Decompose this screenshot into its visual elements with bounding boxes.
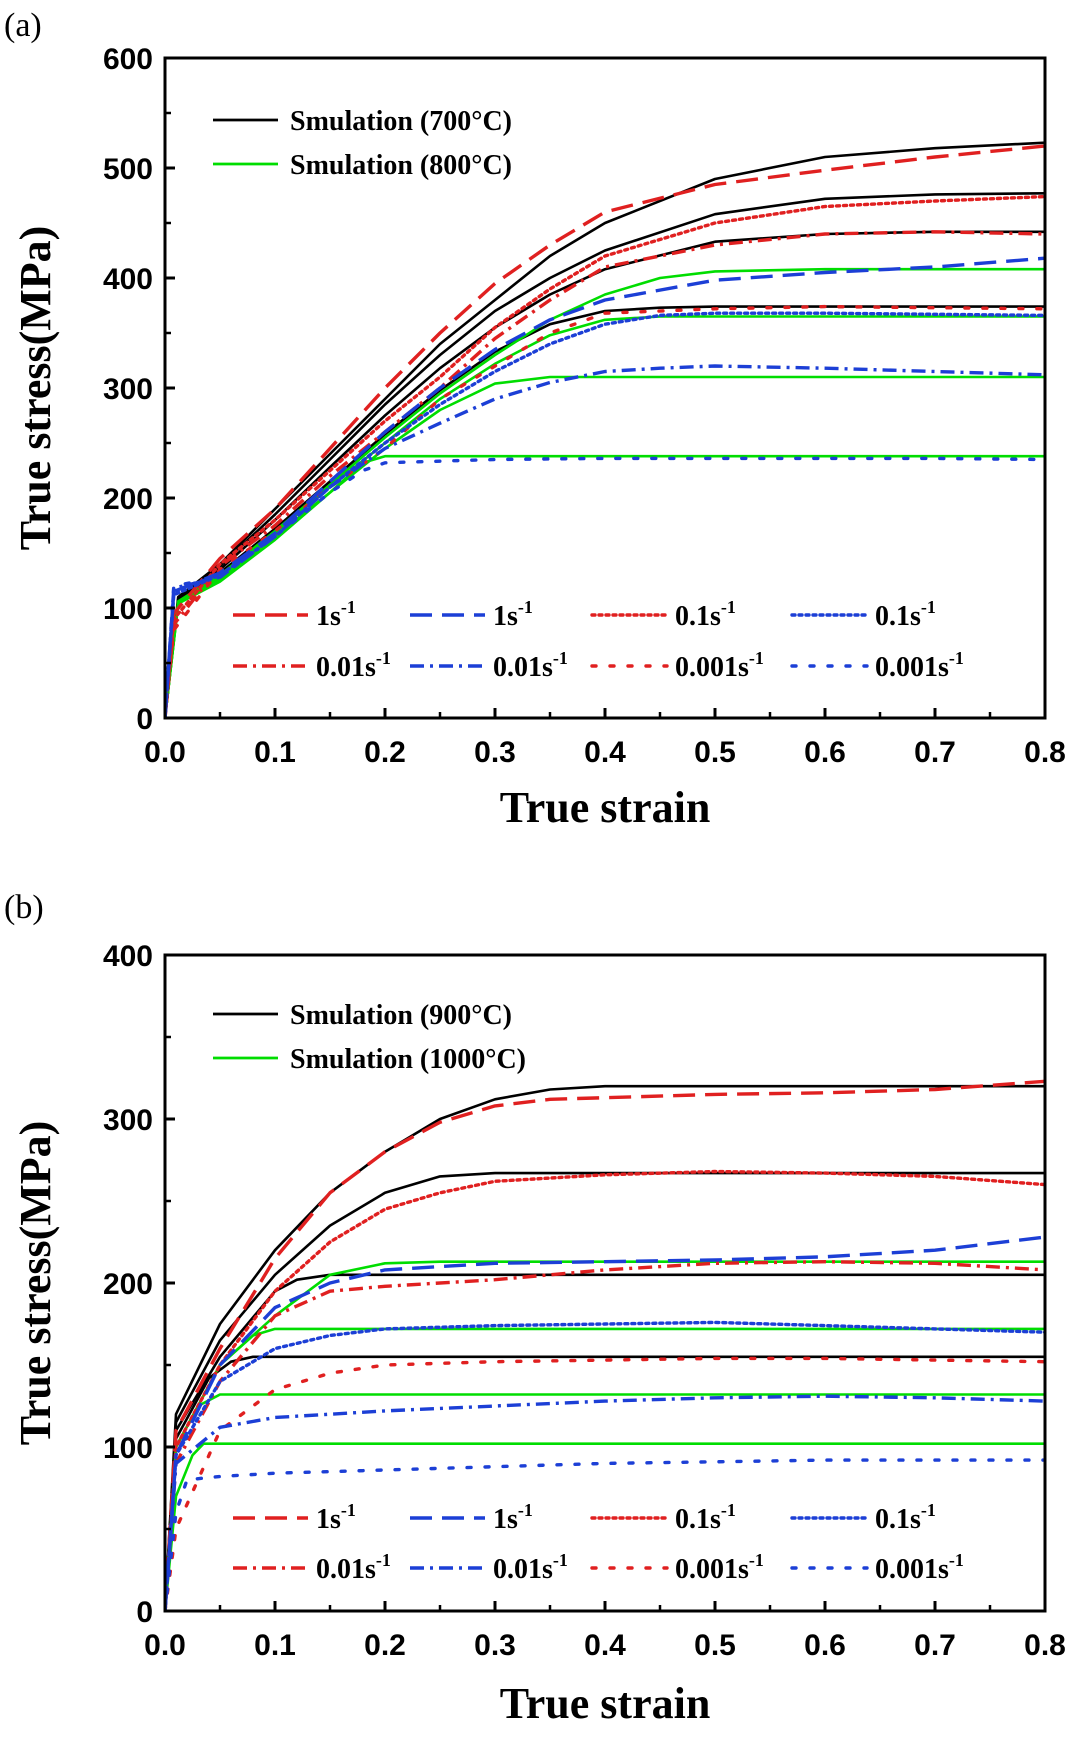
series-line: Smulation (1000°C) 0.001s-1 xyxy=(165,1442,1045,1611)
y-tick-label: 500 xyxy=(103,153,153,186)
series-line: 700°C 0.001s-1 xyxy=(165,304,1045,718)
legend-label: Smulation (900°C) xyxy=(290,1000,512,1031)
x-tick-label: 0.8 xyxy=(1024,1629,1066,1662)
x-tick-label: 0.2 xyxy=(364,736,406,769)
y-axis-title: True stress(MPa) xyxy=(11,1121,60,1446)
y-tick-label: 300 xyxy=(103,1104,153,1137)
x-tick-label: 0.2 xyxy=(364,1629,406,1662)
series-line: 1000°C 0.01s-1 xyxy=(165,1394,1045,1611)
x-tick-label: 0.4 xyxy=(584,1629,626,1662)
series-line: 800°C 0.01s-1 xyxy=(165,364,1045,718)
panel-label: (a) xyxy=(4,7,42,44)
y-tick-label: 300 xyxy=(103,373,153,406)
series-line: Smulation (700°C) 0.01s-1 xyxy=(165,230,1045,718)
x-tick-label: 0.8 xyxy=(1024,736,1066,769)
x-tick-label: 0.3 xyxy=(474,736,516,769)
series-line: 900°C 0.1s-1 xyxy=(165,1169,1045,1611)
legend-label: 0.01s-1 xyxy=(493,648,568,683)
series-line: 900°C 1s-1 xyxy=(165,1079,1045,1611)
series-line: 800°C 1s-1 xyxy=(165,256,1045,718)
y-tick-label: 100 xyxy=(103,1432,153,1465)
y-tick-label: 0 xyxy=(136,703,153,736)
panel-label: (b) xyxy=(4,889,44,926)
legend-label: 0.1s-1 xyxy=(675,597,736,632)
series-line: 900°C 0.001s-1 xyxy=(165,1356,1045,1611)
legend-label: Smulation (700°C) xyxy=(290,106,512,137)
legend-label: Smulation (1000°C) xyxy=(290,1044,526,1075)
y-tick-label: 600 xyxy=(103,43,153,76)
y-axis-title: True stress(MPa) xyxy=(11,226,60,551)
x-tick-label: 0.7 xyxy=(914,736,956,769)
x-tick-label: 0.1 xyxy=(254,736,296,769)
series-line: Smulation (900°C) 1s-1 xyxy=(165,1084,1045,1611)
legend-label: 1s-1 xyxy=(316,1500,356,1535)
y-tick-label: 0 xyxy=(136,1596,153,1629)
x-tick-label: 0.0 xyxy=(144,736,186,769)
legend-label: 0.01s-1 xyxy=(493,1550,568,1585)
x-tick-label: 0.4 xyxy=(584,736,626,769)
series-group: Smulation (700°C) 1s-1Smulation (700°C) … xyxy=(165,141,1045,718)
x-tick-label: 0.5 xyxy=(694,736,736,769)
series-line: 700°C 0.01s-1 xyxy=(165,230,1045,718)
legend-label: 0.1s-1 xyxy=(675,1500,736,1535)
series-line: Smulation (900°C) 0.1s-1 xyxy=(165,1171,1045,1611)
legend-label: Smulation (800°C) xyxy=(290,150,512,181)
series-line: 1000°C 0.1s-1 xyxy=(165,1320,1045,1611)
legend-label: 1s-1 xyxy=(316,597,356,632)
series-group: Smulation (900°C) 1s-1Smulation (900°C) … xyxy=(165,1079,1045,1611)
x-tick-label: 0.0 xyxy=(144,1629,186,1662)
panel-a: (a) Smulation (700°C) 1s-1Smulation (700°… xyxy=(4,7,1066,832)
series-line: 700°C 0.1s-1 xyxy=(165,194,1045,718)
legend-label: 0.01s-1 xyxy=(316,648,391,683)
x-tick-label: 0.3 xyxy=(474,1629,516,1662)
legend-label: 0.001s-1 xyxy=(875,1550,964,1585)
y-tick-label: 200 xyxy=(103,483,153,516)
legend-label: 0.01s-1 xyxy=(316,1550,391,1585)
y-tick-label: 100 xyxy=(103,593,153,626)
legend-label: 0.1s-1 xyxy=(875,1500,936,1535)
panel-b: (b)Smulation (900°C) 1s-1Smulation (900°… xyxy=(4,889,1066,1728)
series-line: 800°C 0.001s-1 xyxy=(165,456,1045,718)
y-tick-label: 400 xyxy=(103,940,153,973)
legend-label: 0.001s-1 xyxy=(875,648,964,683)
y-tick-label: 200 xyxy=(103,1268,153,1301)
x-axis-title: True strain xyxy=(500,783,711,832)
legend-label: 0.1s-1 xyxy=(875,597,936,632)
x-tick-label: 0.7 xyxy=(914,1629,956,1662)
series-line: 1000°C 1s-1 xyxy=(165,1235,1045,1611)
series-line: Smulation (900°C) 0.01s-1 xyxy=(165,1273,1045,1611)
x-tick-label: 0.6 xyxy=(804,1629,846,1662)
y-tick-label: 400 xyxy=(103,263,153,296)
series-line: 1000°C 0.001s-1 xyxy=(165,1458,1045,1611)
legend-label: 1s-1 xyxy=(493,597,533,632)
legend-label: 1s-1 xyxy=(493,1500,533,1535)
x-tick-label: 0.5 xyxy=(694,1629,736,1662)
x-axis-title: True strain xyxy=(500,1679,711,1728)
legend-label: 0.001s-1 xyxy=(675,1550,764,1585)
series-line: 700°C 1s-1 xyxy=(165,144,1045,718)
series-line: Smulation (800°C) 0.001s-1 xyxy=(165,454,1045,718)
x-tick-label: 0.6 xyxy=(804,736,846,769)
x-tick-label: 0.1 xyxy=(254,1629,296,1662)
legend-label: 0.001s-1 xyxy=(675,648,764,683)
